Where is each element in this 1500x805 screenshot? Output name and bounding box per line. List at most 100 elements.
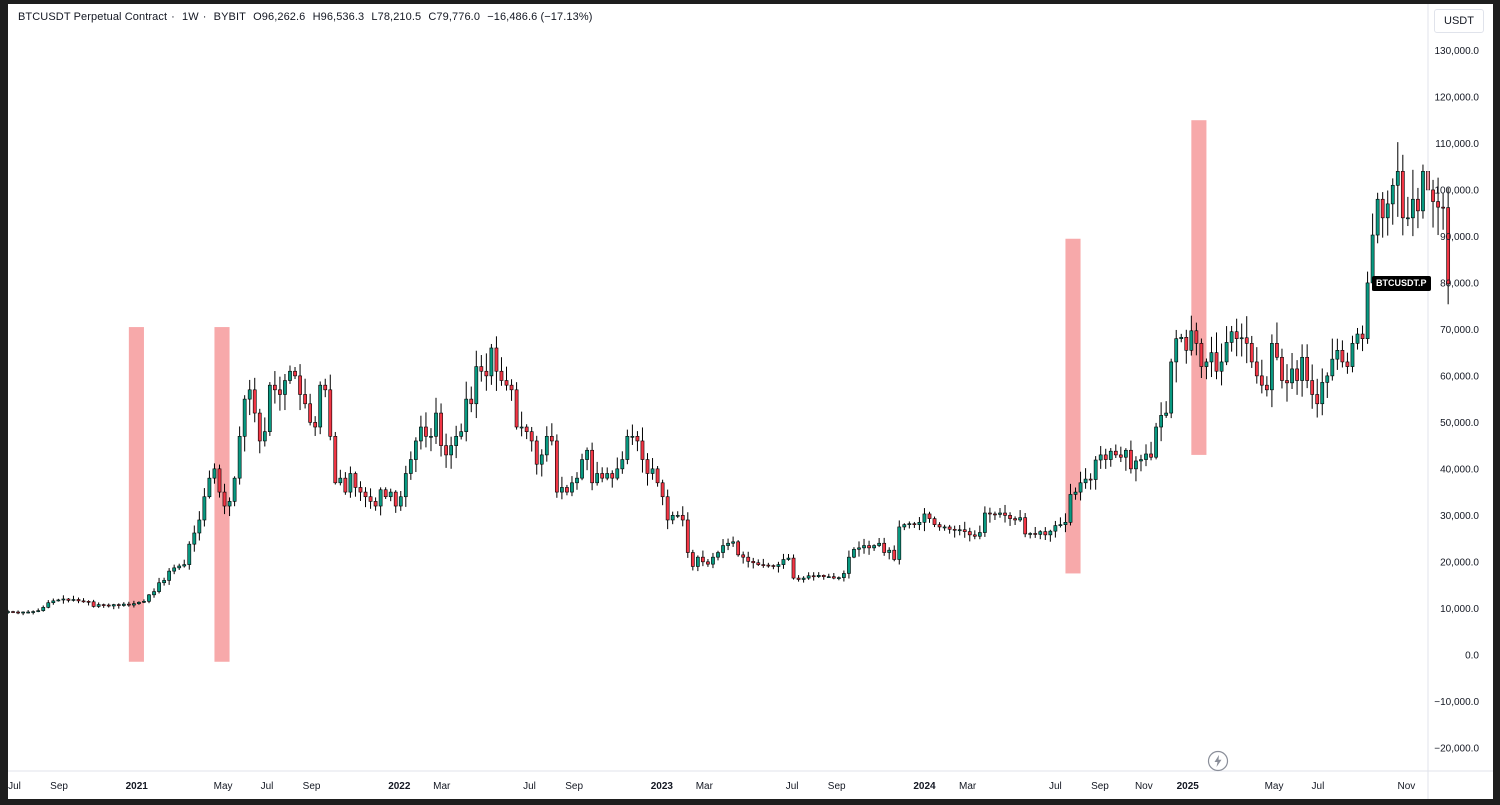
time-axis-label: Sep: [828, 781, 846, 792]
candle-body-down: [1194, 330, 1199, 344]
candle-body-up: [801, 577, 806, 580]
candle-body-down: [972, 534, 977, 537]
candle-body-up: [1169, 361, 1174, 414]
candle-body-down: [1285, 380, 1289, 384]
candle: [247, 379, 252, 416]
candle: [31, 610, 36, 615]
candle-body-down: [831, 576, 836, 579]
candle: [262, 417, 267, 447]
candle: [585, 447, 589, 471]
candle-body-up: [857, 547, 861, 550]
candle: [912, 521, 917, 528]
price-axis-label: 0.0: [1465, 650, 1479, 661]
candle-body-up: [1239, 337, 1244, 340]
candle-body-up: [288, 370, 292, 381]
candle: [862, 538, 866, 554]
chart-area[interactable]: 130,000.0 120,000.0 110,000.0 100,000.0 90,0…: [8, 4, 1493, 799]
candle: [11, 610, 15, 614]
candle: [746, 551, 751, 568]
candle: [408, 451, 413, 480]
candle-body-up: [675, 515, 680, 517]
candle-body-down: [600, 473, 605, 479]
price-axis[interactable]: 130,000.0 120,000.0 110,000.0 100,000.0 90,0…: [1434, 46, 1479, 754]
candle: [1003, 504, 1007, 523]
candle: [570, 476, 574, 497]
candle: [706, 559, 710, 567]
candle-body-down: [514, 389, 519, 428]
candle: [1073, 487, 1078, 500]
candle-body-up: [182, 564, 187, 567]
price-axis-label: 110,000.0: [1435, 139, 1479, 150]
candle: [1209, 336, 1214, 378]
candle-body-up: [1229, 331, 1234, 343]
candle: [46, 600, 51, 609]
candle: [1380, 192, 1385, 238]
candle: [957, 525, 962, 536]
candle: [252, 377, 257, 423]
candle-body-down: [690, 552, 695, 567]
candle-body-up: [716, 552, 720, 558]
candle-body-down: [86, 601, 91, 603]
time-axis-label: Mar: [959, 781, 977, 792]
candle-body-up: [489, 347, 494, 377]
candle-body-up: [1350, 343, 1355, 367]
time-axis-label: Sep: [1091, 781, 1109, 792]
candle: [137, 601, 141, 605]
candle-body-up: [449, 445, 453, 456]
symbol-legend[interactable]: BTCUSDT Perpetual Contract · 1W · BYBIT O9…: [18, 11, 596, 23]
price-chart[interactable]: 130,000.0 120,000.0 110,000.0 100,000.0 90,0…: [8, 4, 1493, 799]
candle-body-down: [1305, 356, 1310, 381]
candle-body-up: [907, 523, 912, 526]
candle: [167, 568, 171, 585]
candle-body-down: [1441, 206, 1445, 209]
candle-body-down: [736, 541, 741, 556]
candle-body-down: [811, 575, 816, 578]
candle: [1350, 335, 1355, 373]
candle-body-down: [101, 604, 106, 606]
candle-body-down: [1199, 343, 1204, 367]
candle: [1164, 401, 1169, 418]
time-axis[interactable]: Jul Sep 2021 May Jul Sep 2022 Mar Jul Sep 2023 Mar J…: [8, 781, 1415, 792]
candle-body-up: [1154, 426, 1158, 458]
candle-body-down: [1008, 515, 1012, 519]
candle: [1441, 193, 1445, 230]
candle-body-down: [761, 564, 766, 566]
candle: [1118, 446, 1123, 463]
candle-body-up: [1139, 459, 1143, 462]
candle-body-down: [912, 523, 917, 526]
candle-body-down: [353, 473, 358, 488]
candle: [766, 562, 771, 568]
candle: [967, 527, 972, 542]
candle: [26, 610, 31, 614]
candle-body-down: [293, 370, 297, 377]
highlight-zone: [1191, 120, 1207, 455]
candle-body-up: [897, 526, 902, 560]
candle-body-up: [1159, 415, 1163, 428]
candle: [927, 511, 932, 523]
legend-low: L78,210.5: [371, 11, 422, 23]
candle-body-down: [16, 611, 20, 614]
candle: [942, 524, 947, 531]
candle: [368, 488, 373, 509]
price-axis-label: 70,000.0: [1440, 325, 1479, 336]
candle: [555, 434, 559, 498]
candle-body-down: [706, 561, 710, 565]
currency-button[interactable]: USDT: [1434, 9, 1484, 33]
candle-body-up: [726, 542, 730, 546]
candle-body-up: [232, 477, 237, 502]
candle-body-up: [197, 519, 202, 534]
candle-body-up: [585, 449, 589, 460]
candle-body-up: [1300, 356, 1304, 381]
candle-body-down: [1360, 333, 1365, 339]
lightning-bolt-icon[interactable]: [1207, 750, 1229, 772]
candle-body-up: [111, 604, 116, 607]
candle-body-up: [1375, 198, 1380, 236]
candle-body-up: [21, 611, 25, 614]
candle: [615, 457, 620, 481]
candle: [610, 470, 615, 488]
candle: [414, 437, 418, 473]
time-axis-label: 2025: [1177, 781, 1200, 792]
candle-body-up: [31, 611, 36, 613]
legend-symbol[interactable]: BTCUSDT Perpetual Contract: [18, 11, 168, 23]
legend-interval: 1W: [182, 11, 199, 23]
